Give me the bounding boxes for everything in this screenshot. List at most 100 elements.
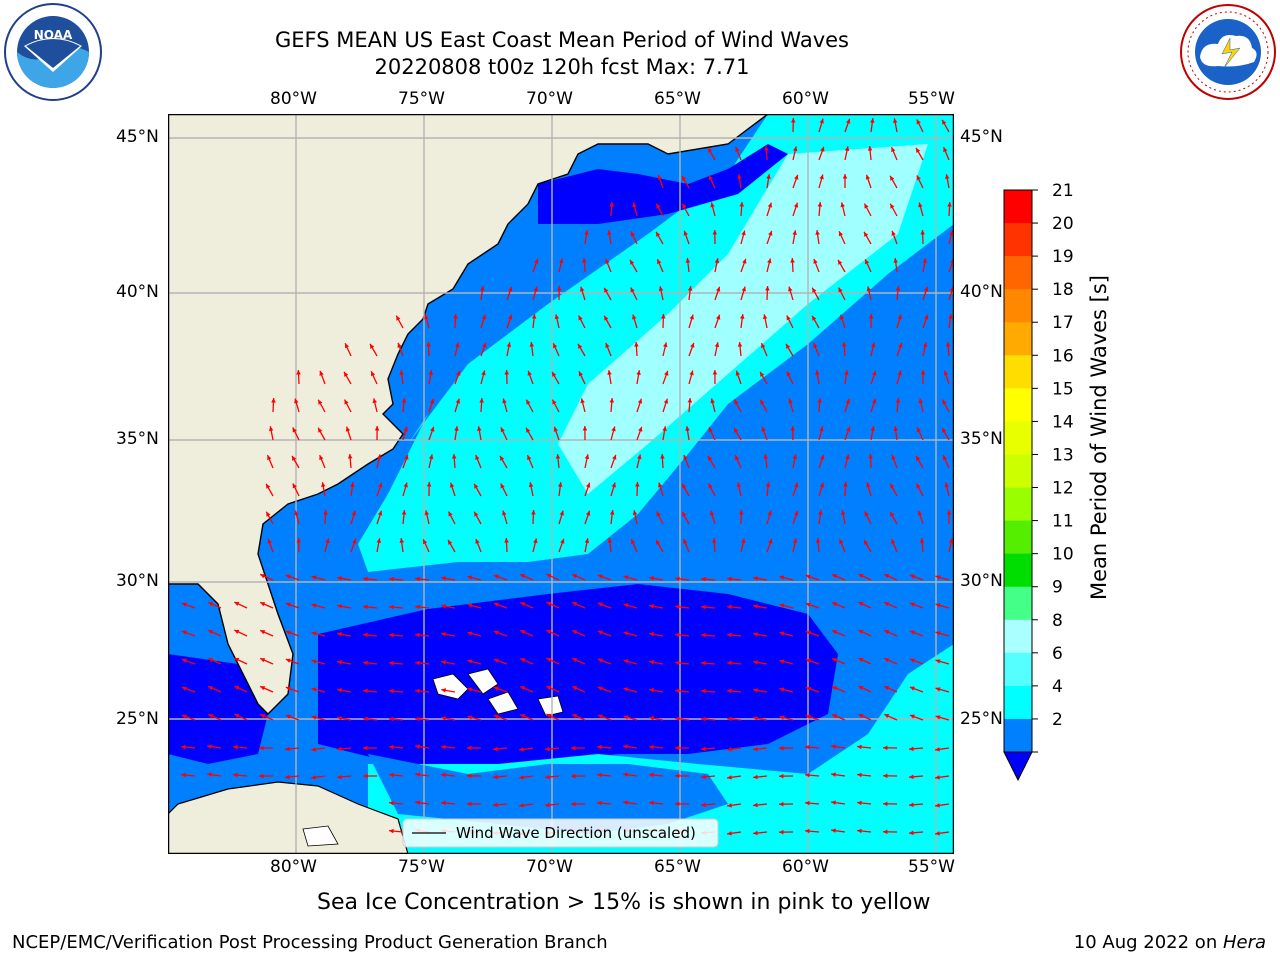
wave-direction-arrowhead <box>788 286 793 292</box>
wave-direction-arrowhead <box>701 660 706 666</box>
wave-direction-arrowhead <box>916 455 921 461</box>
wave-direction-arrowhead <box>870 118 875 123</box>
wave-direction-arrowhead <box>294 398 299 404</box>
wave-direction-arrowhead <box>260 630 266 635</box>
wave-direction-arrowhead <box>685 258 691 263</box>
wave-direction-arrowhead <box>923 286 929 292</box>
wave-direction-arrowhead <box>649 632 655 637</box>
wave-direction-arrowhead <box>571 745 576 751</box>
wave-direction-arrowhead <box>935 687 941 692</box>
wave-direction-arrowhead <box>403 482 408 488</box>
wave-direction-arrowhead <box>607 538 613 543</box>
wave-direction-arrowhead <box>805 630 811 635</box>
wave-direction-arrowhead <box>895 398 901 403</box>
wave-direction-arrowhead <box>727 688 732 694</box>
wave-direction-arrowhead <box>793 202 799 208</box>
wave-direction-arrowhead <box>831 772 836 777</box>
wave-direction-arrowhead <box>479 398 484 403</box>
wave-direction-arrowhead <box>843 482 848 487</box>
wave-direction-arrowhead <box>318 399 323 405</box>
wave-direction-arrowhead <box>181 744 186 750</box>
wave-direction-arrowhead <box>268 426 274 432</box>
wave-direction-arrowhead <box>520 714 526 719</box>
wave-direction-arrowhead <box>415 772 420 777</box>
wave-direction-arrowhead <box>922 258 927 264</box>
period-band-2-4-gulf <box>168 654 268 764</box>
wave-direction-arrowhead <box>924 314 929 320</box>
wave-direction-arrowhead <box>571 773 576 779</box>
wave-direction-arrowhead <box>611 482 616 488</box>
colorbar-segment <box>1004 256 1032 290</box>
wave-direction-arrowhead <box>838 287 843 293</box>
wave-direction-arrowhead <box>477 426 482 431</box>
wave-direction-arrowhead <box>819 174 824 180</box>
wave-direction-arrowhead <box>649 744 654 750</box>
wave-direction-arrowhead <box>858 601 864 607</box>
wave-direction-arrowhead <box>792 538 798 544</box>
wave-direction-arrowhead <box>683 230 688 236</box>
wave-direction-arrowhead <box>337 688 342 693</box>
wave-direction-arrowhead <box>311 603 317 608</box>
wave-direction-arrowhead <box>916 175 921 181</box>
wave-direction-arrowhead <box>840 202 845 208</box>
wave-direction-arrowhead <box>234 713 240 719</box>
wave-direction-arrowhead <box>865 174 871 180</box>
wave-direction-arrowhead <box>604 315 609 321</box>
wave-direction-arrowhead <box>441 604 446 609</box>
wave-direction-arrowhead <box>779 745 784 751</box>
wave-direction-arrowhead <box>831 744 836 749</box>
wave-direction-arrowhead <box>890 483 895 489</box>
wave-direction-arrowhead <box>708 147 713 153</box>
wave-direction-arrowhead <box>909 686 915 691</box>
wave-direction-arrowhead <box>841 342 847 347</box>
wave-direction-arrowhead <box>675 688 680 694</box>
wave-direction-arrowhead <box>817 202 823 207</box>
wave-direction-arrowhead <box>942 427 947 433</box>
wave-direction-arrowhead <box>480 286 485 291</box>
wave-direction-arrowhead <box>504 538 509 543</box>
wave-direction-arrowhead <box>337 716 342 721</box>
wave-direction-arrowhead <box>546 629 552 635</box>
wave-direction-arrowhead <box>415 744 420 749</box>
wave-direction-arrowhead <box>559 510 564 516</box>
wave-direction-arrowhead <box>890 203 895 209</box>
wave-direction-arrowhead <box>701 688 706 694</box>
wave-direction-arrowhead <box>520 658 526 663</box>
wave-direction-arrowhead <box>864 511 869 517</box>
wave-direction-arrowhead <box>831 800 836 805</box>
wave-direction-arrowhead <box>597 630 603 635</box>
lon-label-top-80w: 80°W <box>270 89 317 109</box>
wave-direction-arrowhead <box>844 370 849 375</box>
wave-direction-arrowhead <box>632 202 637 208</box>
wave-direction-arrowhead <box>890 175 895 181</box>
wave-direction-arrowhead <box>609 202 614 207</box>
wave-direction-arrowhead <box>872 370 877 376</box>
wave-direction-arrowhead <box>415 604 420 610</box>
colorbar-tick-label: 20 <box>1052 214 1074 234</box>
wave-direction-arrowhead <box>649 576 655 581</box>
wave-direction-arrowhead <box>467 773 472 779</box>
wave-direction-arrowhead <box>689 370 694 376</box>
wave-direction-arrowhead <box>935 831 940 836</box>
wave-direction-arrowhead <box>389 688 394 694</box>
wave-direction-arrowhead <box>762 314 768 320</box>
wave-direction-arrowhead <box>919 538 925 543</box>
lat-label-left-30n: 30°N <box>116 571 159 591</box>
wave-direction-arrowhead <box>884 714 890 719</box>
wave-direction-arrowhead <box>296 538 301 543</box>
wave-direction-arrowhead <box>396 315 401 321</box>
wave-direction-arrowhead <box>753 802 758 808</box>
wave-direction-arrowhead <box>753 716 758 721</box>
noaa-logo: NOAA <box>4 3 102 101</box>
wave-direction-arrowhead <box>656 539 661 545</box>
wave-direction-arrowhead <box>292 427 297 433</box>
wave-direction-arrowhead <box>813 343 818 349</box>
wave-direction-arrowhead <box>415 800 420 805</box>
wave-direction-arrowhead <box>545 802 550 808</box>
wave-direction-arrowhead <box>845 454 850 460</box>
wave-direction-arrowhead <box>709 510 715 516</box>
wave-direction-arrowhead <box>779 575 785 580</box>
wave-direction-arrowhead <box>347 454 353 459</box>
wave-direction-arrowhead <box>656 203 661 209</box>
wave-direction-arrowhead <box>266 483 271 489</box>
